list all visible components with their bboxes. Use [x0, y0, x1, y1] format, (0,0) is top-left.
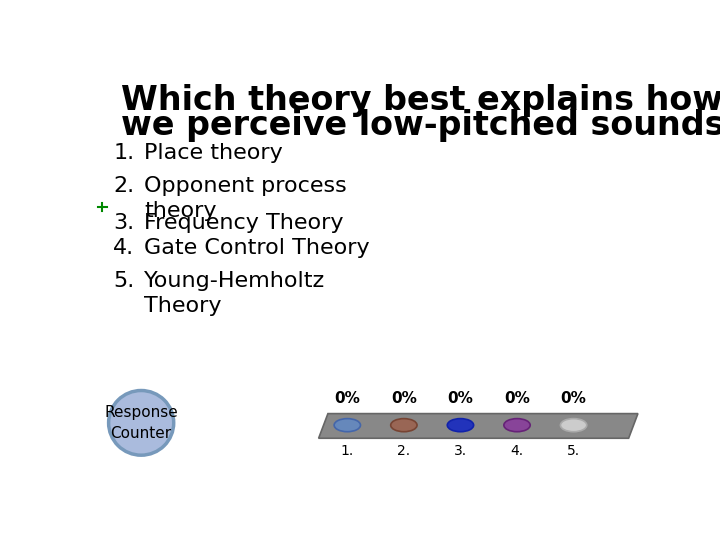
- Text: 0%: 0%: [334, 391, 360, 406]
- Text: 0%: 0%: [561, 391, 587, 406]
- Circle shape: [109, 390, 174, 455]
- Text: 0%: 0%: [391, 391, 417, 406]
- Text: 3.: 3.: [113, 213, 135, 233]
- Ellipse shape: [447, 418, 474, 431]
- Text: 0%: 0%: [448, 391, 473, 406]
- Text: Gate Control Theory: Gate Control Theory: [144, 238, 370, 258]
- Text: 5.: 5.: [567, 444, 580, 458]
- Text: 1.: 1.: [113, 143, 135, 163]
- Text: 3.: 3.: [454, 444, 467, 458]
- Text: 2.: 2.: [397, 444, 410, 458]
- Text: 0%: 0%: [504, 391, 530, 406]
- Ellipse shape: [391, 418, 417, 431]
- Text: Response
Counter: Response Counter: [104, 405, 178, 441]
- Ellipse shape: [560, 418, 587, 431]
- Ellipse shape: [504, 418, 530, 431]
- Text: Place theory: Place theory: [144, 143, 283, 163]
- Text: Young-Hemholtz
Theory: Young-Hemholtz Theory: [144, 271, 325, 316]
- Text: 2.: 2.: [113, 177, 135, 197]
- Text: 5.: 5.: [113, 271, 135, 291]
- Polygon shape: [319, 414, 638, 438]
- Text: 4.: 4.: [510, 444, 523, 458]
- Text: Which theory best explains how: Which theory best explains how: [121, 84, 720, 117]
- Text: 1.: 1.: [341, 444, 354, 458]
- Text: Frequency Theory: Frequency Theory: [144, 213, 343, 233]
- Text: 4.: 4.: [113, 238, 135, 258]
- Text: Opponent process
theory: Opponent process theory: [144, 177, 347, 221]
- Ellipse shape: [334, 418, 361, 431]
- Text: we perceive low-pitched sounds?: we perceive low-pitched sounds?: [121, 109, 720, 141]
